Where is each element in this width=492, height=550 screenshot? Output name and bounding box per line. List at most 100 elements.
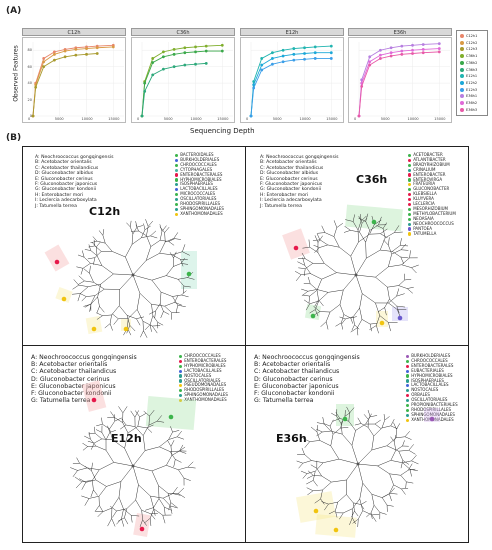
facet-plot-area: 0 20 40 60 80 0 5000 10000 15000: [22, 37, 126, 123]
tree-title: E12h: [111, 432, 142, 445]
legend-label: C12h2: [466, 40, 478, 45]
tree-branch: [81, 480, 93, 483]
tree-branch: [114, 417, 122, 422]
tree-branch: [137, 416, 140, 427]
taxa-swatch: [179, 359, 183, 363]
tree-branch: [88, 244, 92, 251]
clade-node: [293, 245, 299, 251]
tree-branch: [370, 415, 378, 417]
taxa-swatch: [406, 403, 410, 408]
tree-branch: [306, 480, 314, 485]
tree-branch: [90, 442, 95, 450]
species-entry: E: Gluconobacter japonicus: [254, 382, 339, 390]
taxa-swatch: [408, 207, 412, 212]
tree-branch: [398, 451, 404, 461]
legend-swatch: [460, 67, 464, 72]
taxa-swatch: [175, 198, 179, 202]
species-entry: J: Tatumella terrea: [35, 203, 77, 209]
tree-branch: [366, 512, 372, 518]
clade-node: [91, 326, 97, 332]
taxa-entry: ORBALES: [406, 392, 458, 398]
tree-branch: [112, 510, 117, 518]
tree-branch: [159, 241, 166, 254]
taxa-swatch: [408, 232, 412, 236]
tree-branch: [172, 493, 181, 496]
tree-branch: [384, 298, 390, 308]
tree-branch: [96, 315, 103, 320]
tree-branch: [117, 517, 125, 522]
tree-branch: [361, 319, 371, 325]
tree-branch: [160, 291, 173, 297]
tree-branch: [400, 475, 407, 482]
tree-branch: [302, 294, 310, 297]
x-tick-label: 0: [137, 117, 140, 121]
tree-branch: [346, 406, 350, 413]
data-point-E36h3: [421, 51, 425, 55]
tree-branch: [339, 304, 345, 315]
tree-branch: [387, 285, 399, 288]
data-point-C36h1: [151, 57, 155, 60]
tree-branch: [177, 304, 186, 307]
tree-branch: [317, 235, 323, 243]
tree-branch: [294, 271, 302, 275]
tree-branch: [90, 240, 98, 244]
tree-branch: [164, 305, 172, 313]
tree-branch: [127, 318, 129, 329]
data-point-E36h3: [357, 114, 361, 118]
tree-branch: [113, 462, 134, 467]
tree-branch: [302, 438, 310, 442]
legend-swatch: [460, 60, 464, 65]
taxa-swatch: [406, 413, 410, 417]
species-entry: F: Gluconobacter japonicus: [260, 182, 323, 188]
tree-branch: [120, 465, 134, 482]
tree-branch: [307, 276, 311, 284]
taxa-swatch: [179, 369, 183, 373]
legend-item: C36h2: [460, 60, 477, 65]
taxa-label: PROPIONIBACTERIALES: [411, 402, 458, 408]
tree-branch: [119, 305, 128, 316]
tree-branch: [315, 462, 324, 472]
tree-branch: [83, 268, 90, 274]
tree-branch: [409, 469, 412, 477]
tree-branch: [91, 470, 97, 481]
tree-branch: [138, 484, 151, 497]
taxa-label: CHROOCOCCALES: [184, 353, 221, 358]
tree-branch: [376, 315, 380, 326]
tree-branch: [402, 460, 412, 464]
tree-branch: [390, 460, 403, 464]
y-tick-label: 40: [27, 81, 32, 86]
taxa-entry: OSCILLATORIALES: [179, 378, 228, 384]
tree-branch: [400, 469, 409, 476]
tree-branch: [301, 273, 311, 275]
tree-branch: [381, 420, 386, 429]
tree-branch: [390, 493, 398, 495]
phylogenetic-tree: [282, 204, 419, 336]
taxa-label: KLEBSIELLA: [413, 191, 437, 197]
tree-branch: [390, 450, 396, 461]
tree-branch: [126, 222, 131, 228]
data-point-E12h2: [271, 57, 274, 60]
clade-node: [139, 526, 145, 532]
tree-branch: [402, 462, 411, 470]
taxa-label: ENTEROBACTER: [413, 171, 446, 177]
x-tick-label: 5000: [163, 117, 173, 121]
tree-panel-e36h: A: Neochroococcus gongqingensis B: Acetob…: [245, 345, 469, 543]
taxa-swatch: [408, 198, 412, 202]
tree-branch: [149, 409, 155, 417]
tree-branch: [357, 319, 363, 328]
tree-branch: [316, 290, 319, 300]
taxa-entry: MICROCOCCALES: [175, 191, 224, 197]
tree-branch: [354, 510, 359, 517]
clade-highlight: [121, 319, 131, 331]
taxa-label: CRINALIUM: [413, 166, 436, 172]
tree-branch: [94, 288, 105, 296]
tree-branch: [313, 244, 320, 248]
tree-branch: [79, 478, 86, 483]
taxa-entry: LACTOBACILLALES: [175, 186, 224, 192]
taxa-entry: SPHINGOMONADALES: [179, 392, 228, 398]
tree-branch: [162, 515, 166, 524]
tree-branch: [352, 214, 355, 222]
taxa-label: ISOSPHAERALES: [411, 377, 444, 383]
tree-branch: [382, 228, 386, 238]
tree-branch: [127, 426, 138, 434]
